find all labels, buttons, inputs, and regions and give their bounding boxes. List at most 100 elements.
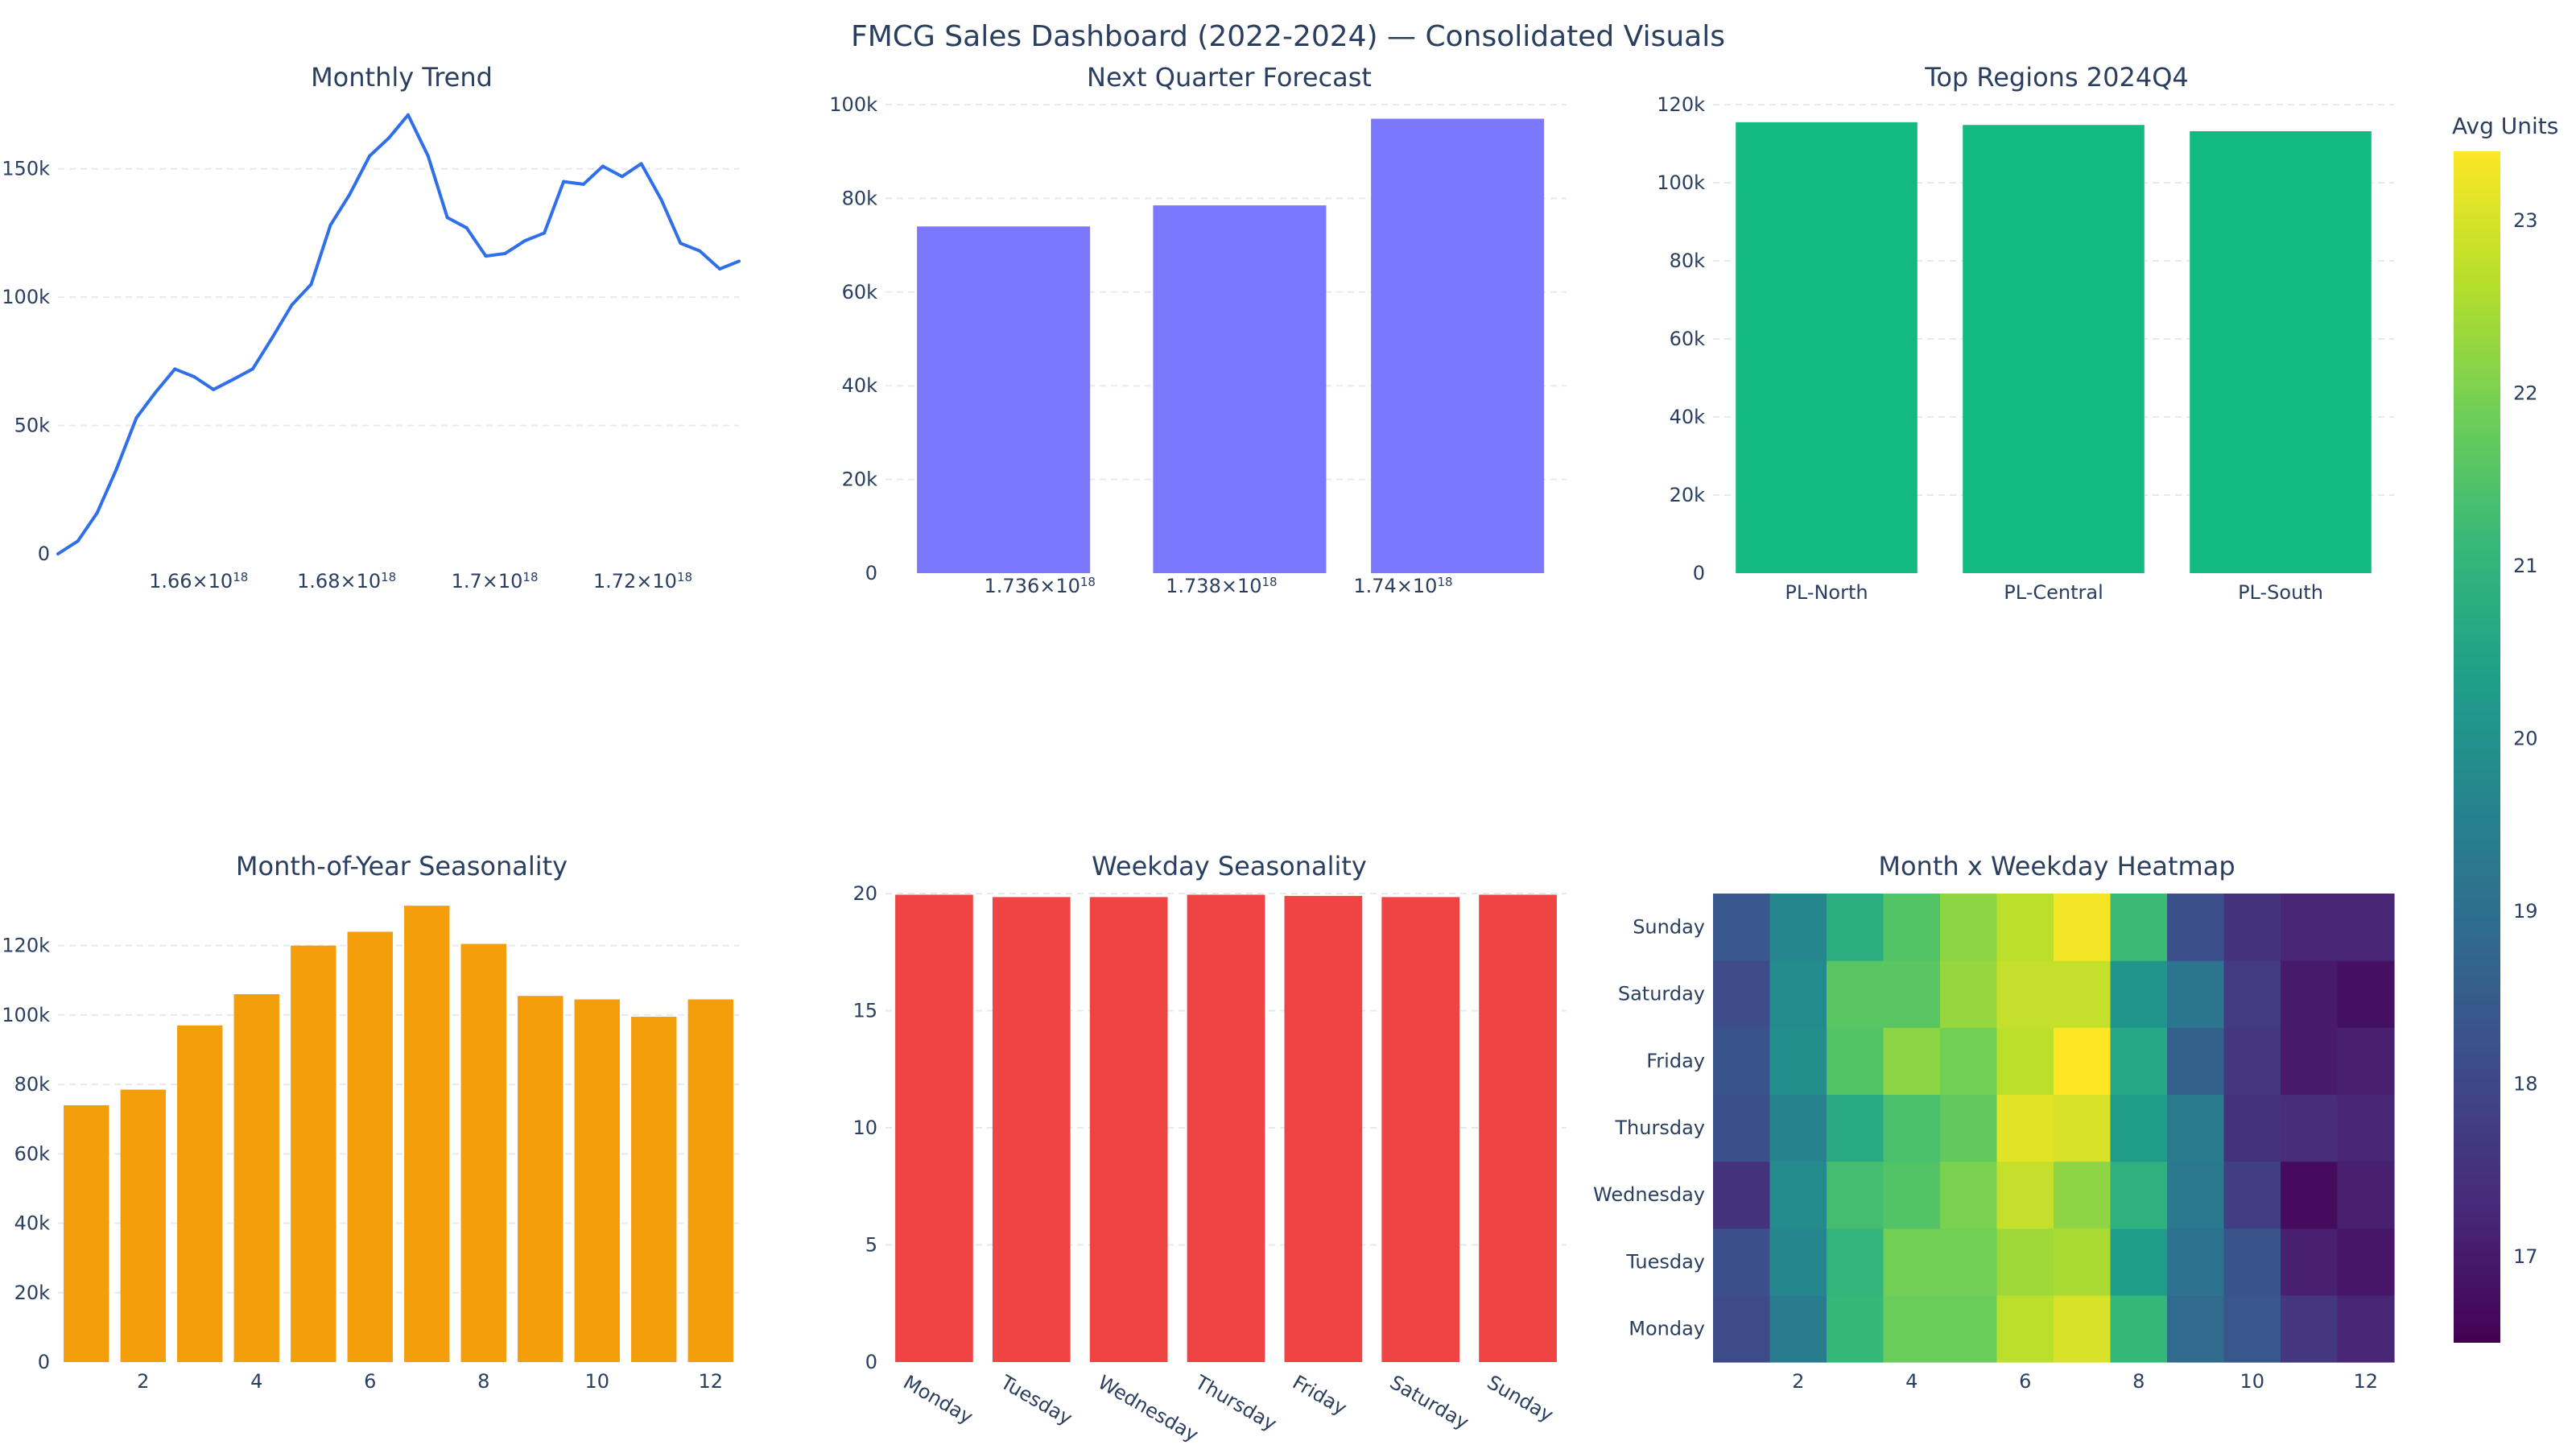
forecast-x-tick-label: 1.736×1018 [985,575,1096,597]
trend-point [231,378,235,382]
heatmap-cell [1769,1094,1827,1162]
month-seasonality-bar [177,1025,223,1362]
heatmap-cell [1713,1228,1771,1296]
heatmap-cell [2281,894,2339,961]
subplot-title-heatmap: Month x Weekday Heatmap [1878,851,2235,881]
heatmap-cell [2167,894,2225,961]
colorbar [2454,151,2500,1343]
heatmap-x-tick-label: 4 [1905,1370,1918,1393]
heatmap-cell [2223,1294,2281,1363]
heatmap-cell [1769,1228,1827,1296]
heatmap-cell [2337,1294,2395,1363]
forecast-bar [917,226,1091,573]
heatmap-cell [1883,1294,1941,1363]
weekday-bar [992,897,1071,1362]
month-seasonality-x-tick-label: 8 [477,1370,489,1393]
heatmap-cell [2054,1294,2112,1363]
regions-bar [1736,122,1918,573]
month-seasonality-y-tick-label: 100k [2,1004,50,1026]
trend-point [679,242,683,246]
heatmap-cell [2110,1228,2168,1296]
trend-y-tick-label: 50k [14,415,51,437]
heatmap-cell [2167,1161,2225,1229]
heatmap-y-tick-label: Thursday [1614,1117,1705,1139]
subplot-title-weekday-seasonality: Weekday Seasonality [1092,851,1367,881]
heatmap-cell [1769,1161,1827,1229]
colorbar-tick-label: 19 [2513,900,2538,923]
colorbar-tick-label: 18 [2513,1072,2538,1095]
trend-point [581,182,585,186]
weekday-y-tick-label: 20 [852,882,877,905]
heatmap-cell [2337,894,2395,961]
month-seasonality-x-tick-label: 6 [364,1370,376,1393]
heatmap-cell [2337,960,2395,1028]
heatmap-cell [2281,1294,2339,1363]
forecast-x-tick-label: 1.738×1018 [1166,575,1277,597]
heatmap-cell [2054,894,2112,961]
month-seasonality-y-tick-label: 20k [14,1282,51,1304]
month-seasonality-x-tick-label: 2 [137,1370,149,1393]
forecast-y-tick-label: 100k [829,93,877,116]
plot-area: 0 50k 100k 150k 1.66×1018 1.68×1018 1.7×1018 1.… [2,93,2558,1447]
trend-point [718,267,722,271]
heatmap-x-tick-label: 10 [2240,1370,2264,1393]
heatmap-cell [1883,1161,1941,1229]
heatmap-cell [1827,960,1885,1028]
month-seasonality-y-tick-label: 60k [14,1142,51,1165]
regions-y-tick-label: 120k [1657,93,1705,116]
regions-bar [2190,130,2372,574]
heatmap-cell [2337,1094,2395,1162]
forecast-y-tick-label: 20k [842,469,878,491]
trend-point [192,374,196,378]
heatmap-cell [2167,1228,2225,1296]
heatmap-cell [1827,1027,1885,1096]
heatmap-x-tick-label: 2 [1792,1370,1804,1393]
weekday-bar [1284,895,1363,1362]
heatmap-cell [1940,1161,1998,1229]
heatmap-cell [1827,1294,1885,1363]
heatmap-cell [1883,960,1941,1028]
trend-point [173,367,177,371]
heatmap-cell [2110,1094,2168,1162]
heatmap-cell [1996,1027,2054,1096]
weekday-bar [1187,894,1265,1362]
heatmap-y-tick-label: Sunday [1633,916,1705,939]
month-seasonality-bar [518,996,564,1362]
weekday-bar [1089,897,1168,1362]
heatmap-cell [2223,1027,2281,1096]
heatmap-cell [2167,960,2225,1028]
heatmap-cell [2054,1228,2112,1296]
heatmap-x-tick-label: 8 [2132,1370,2145,1393]
heatmap-cell [2281,1027,2339,1096]
heatmap-cell [2223,1228,2281,1296]
heatmap-cell [1940,960,1998,1028]
heatmap-cell [1996,894,2054,961]
month-seasonality-x-tick-label: 4 [250,1370,262,1393]
heatmap-cell [2054,1027,2112,1096]
forecast-x-tick-label: 1.74×1018 [1353,575,1452,597]
trend-x-tick-label: 1.66×1018 [149,570,248,592]
month-seasonality-y-tick-label: 80k [14,1073,51,1096]
heatmap-cell [2223,960,2281,1028]
month-seasonality-bar [574,999,620,1362]
trend-point [737,259,741,263]
heatmap-cell [1713,894,1771,961]
weekday-x-tick-label: Wednesday [1094,1371,1202,1447]
colorbar-tick-label: 20 [2513,727,2538,749]
heatmap-y-tick-label: Wednesday [1593,1183,1705,1206]
forecast-bar [1153,205,1327,573]
regions-y-tick-label: 40k [1670,406,1706,428]
trend-x-tick-label: 1.68×1018 [297,570,396,592]
trend-point [562,180,566,184]
month-seasonality-bar [631,1017,677,1362]
heatmap-cell [2110,1294,2168,1363]
heatmap-cell [1769,1294,1827,1363]
trend-point [114,467,118,471]
heatmap-cell [2337,1027,2395,1096]
colorbar-tick-label: 21 [2513,555,2538,577]
trend-point [426,154,430,158]
heatmap-cell [1996,1094,2054,1162]
heatmap-cell [1713,1294,1771,1363]
trend-point [543,231,547,235]
regions-y-tick-label: 100k [1657,171,1705,194]
